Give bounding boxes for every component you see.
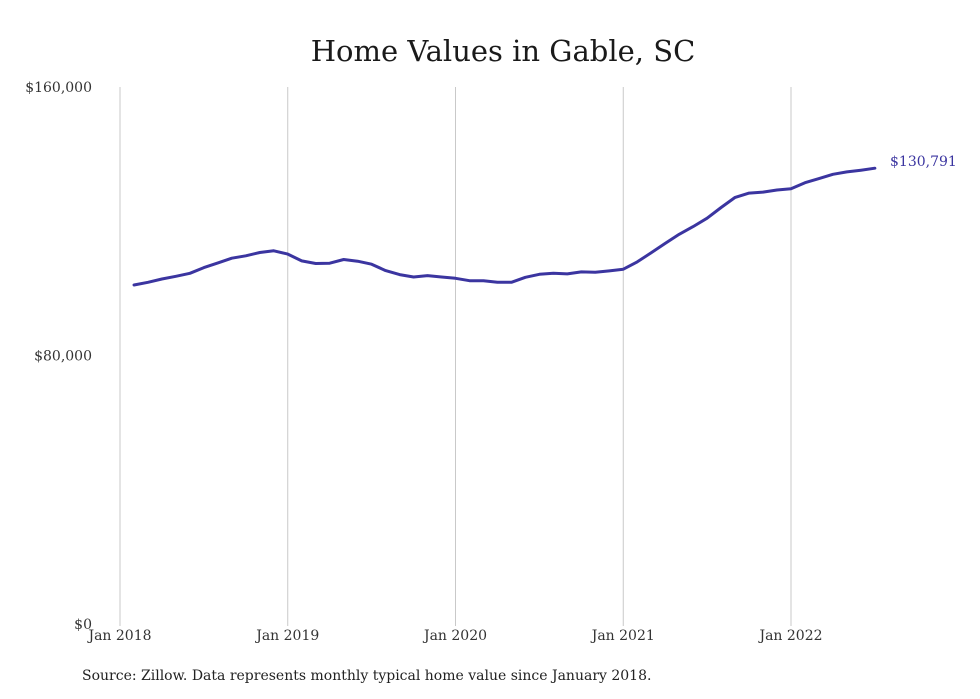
chart-title: Home Values in Gable, SC bbox=[311, 34, 696, 68]
x-tick-label: Jan 2022 bbox=[757, 628, 822, 644]
x-tick-label: Jan 2020 bbox=[422, 628, 487, 644]
source-note: Source: Zillow. Data represents monthly … bbox=[82, 668, 652, 684]
y-axis: $0 $80,000 $160,000 bbox=[25, 80, 92, 633]
y-tick-label: $80,000 bbox=[34, 349, 92, 365]
x-tick-label: Jan 2021 bbox=[590, 628, 655, 644]
line-chart: Home Values in Gable, SC $0 $80,000 $160,0… bbox=[25, 34, 957, 644]
y-tick-label: $160,000 bbox=[25, 80, 92, 96]
x-tick-label: Jan 2019 bbox=[254, 628, 319, 644]
series-group bbox=[132, 166, 877, 287]
x-tick-label: Jan 2018 bbox=[86, 628, 151, 644]
grid-lines bbox=[119, 87, 792, 626]
end-value-label: $130,791 bbox=[890, 154, 957, 170]
y-tick-label: $0 bbox=[74, 617, 92, 633]
x-axis: Jan 2018 Jan 2019 Jan 2020 Jan 2021 Jan 2022 bbox=[86, 628, 822, 644]
series-line bbox=[132, 166, 877, 287]
